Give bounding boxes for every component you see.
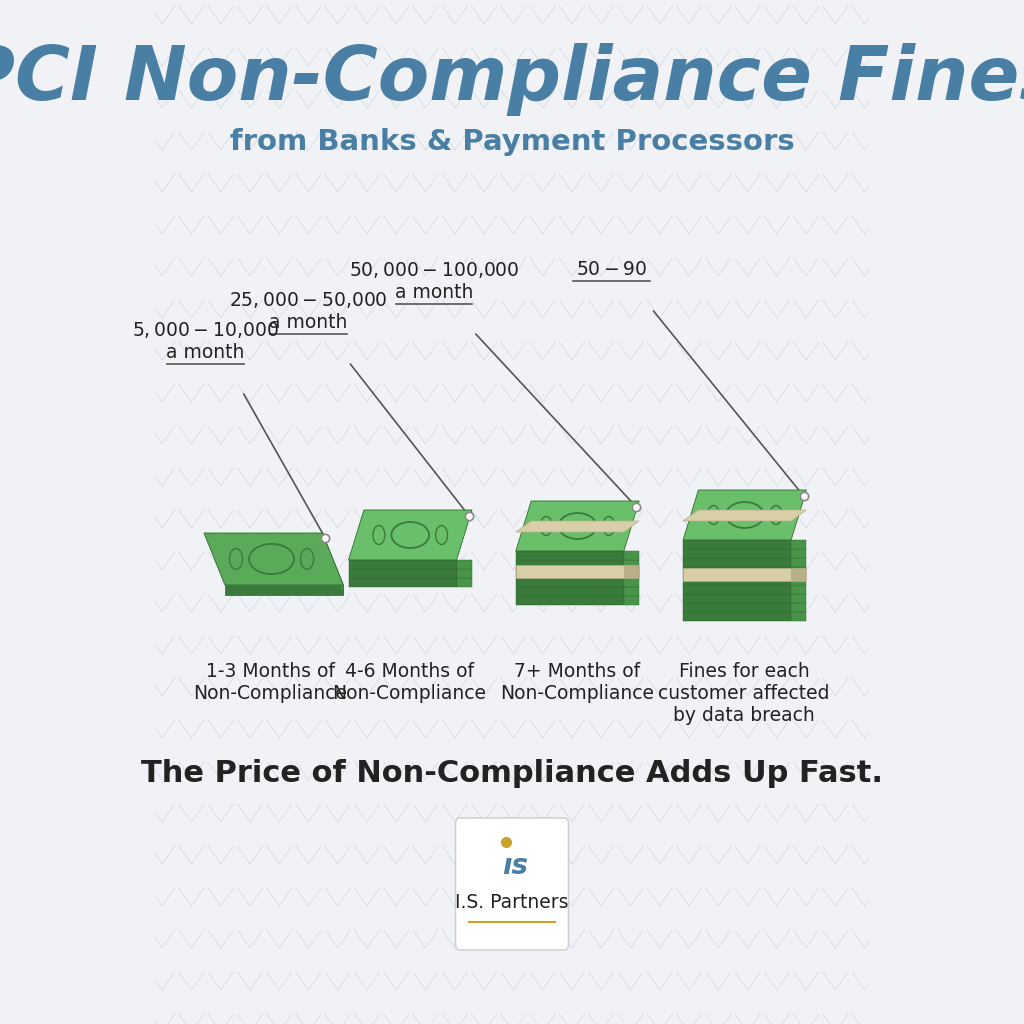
Text: ıs: ıs (502, 852, 527, 880)
Polygon shape (624, 551, 639, 560)
Polygon shape (792, 603, 807, 612)
Polygon shape (624, 565, 639, 578)
Polygon shape (348, 510, 472, 560)
Polygon shape (457, 578, 472, 587)
Polygon shape (683, 603, 792, 612)
Polygon shape (683, 549, 792, 558)
Polygon shape (348, 569, 457, 578)
Polygon shape (348, 560, 457, 569)
Text: The Price of Non-Compliance Adds Up Fast.: The Price of Non-Compliance Adds Up Fast… (141, 760, 883, 788)
Polygon shape (683, 612, 792, 621)
Polygon shape (323, 534, 343, 595)
Polygon shape (457, 560, 472, 569)
Polygon shape (683, 594, 792, 603)
Polygon shape (624, 578, 639, 587)
Text: $50,000 - $100,000
a month: $50,000 - $100,000 a month (349, 260, 519, 302)
Polygon shape (792, 540, 807, 549)
Polygon shape (683, 575, 792, 585)
Text: PCI Non-Compliance Fines: PCI Non-Compliance Fines (0, 43, 1024, 116)
Text: 4-6 Months of
Non-Compliance: 4-6 Months of Non-Compliance (333, 662, 486, 703)
FancyBboxPatch shape (456, 818, 568, 950)
Polygon shape (683, 540, 792, 549)
Polygon shape (516, 587, 624, 596)
Polygon shape (792, 558, 807, 567)
Polygon shape (792, 585, 807, 594)
Text: I.S. Partners: I.S. Partners (456, 893, 568, 911)
Polygon shape (792, 612, 807, 621)
Polygon shape (348, 578, 457, 587)
Polygon shape (683, 510, 807, 521)
Polygon shape (516, 578, 624, 587)
Polygon shape (792, 594, 807, 603)
Polygon shape (683, 568, 792, 581)
Polygon shape (516, 521, 639, 532)
Polygon shape (683, 490, 807, 540)
Polygon shape (792, 549, 807, 558)
Polygon shape (792, 567, 807, 575)
Text: 1-3 Months of
Non-Compliance: 1-3 Months of Non-Compliance (194, 662, 347, 703)
Text: $50 - $90: $50 - $90 (575, 260, 647, 279)
Polygon shape (624, 569, 639, 578)
Text: Fines for each
customer affected
by data breach: Fines for each customer affected by data… (658, 662, 829, 725)
Text: from Banks & Payment Processors: from Banks & Payment Processors (229, 128, 795, 156)
Polygon shape (624, 560, 639, 569)
Text: 7+ Months of
Non-Compliance: 7+ Months of Non-Compliance (500, 662, 653, 703)
Polygon shape (516, 569, 624, 578)
Polygon shape (204, 534, 343, 585)
Text: $5,000 - $10,000
a month: $5,000 - $10,000 a month (132, 319, 279, 362)
Polygon shape (516, 501, 639, 551)
Polygon shape (683, 567, 792, 575)
Polygon shape (683, 585, 792, 594)
Polygon shape (457, 569, 472, 578)
Polygon shape (516, 560, 624, 569)
Polygon shape (792, 575, 807, 585)
Polygon shape (516, 551, 624, 560)
Polygon shape (792, 568, 807, 581)
Polygon shape (624, 596, 639, 605)
Text: $25,000 - $50,000
a month: $25,000 - $50,000 a month (229, 290, 388, 332)
Polygon shape (683, 558, 792, 567)
Polygon shape (516, 596, 624, 605)
Polygon shape (624, 587, 639, 596)
Polygon shape (516, 565, 624, 578)
Polygon shape (225, 585, 343, 595)
